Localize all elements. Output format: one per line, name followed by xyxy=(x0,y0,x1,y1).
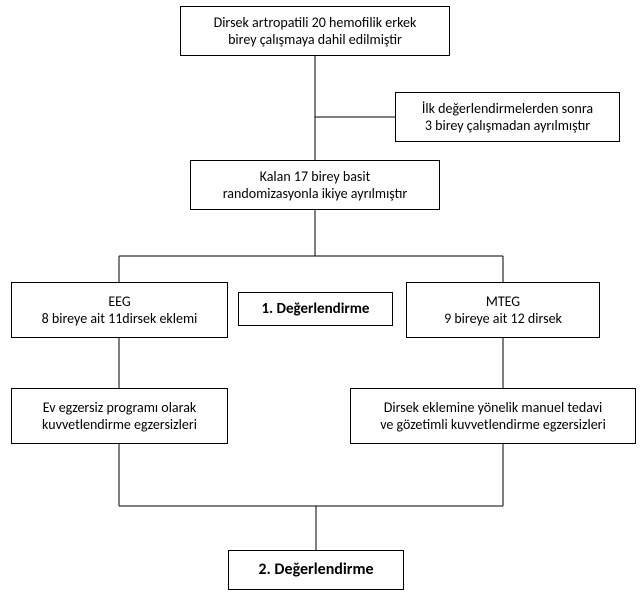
node-text: Dirsek artropatili 20 hemofilik erkek xyxy=(214,14,417,32)
node-text: birey çalışmaya dahil edilmiştir xyxy=(228,31,402,49)
node-text: EEG xyxy=(108,293,130,311)
node-text: ve gözetimli kuvvetlendirme egzersizleri xyxy=(380,416,606,434)
flow-node-n5: 1. Değerlendirme xyxy=(238,292,393,326)
node-text: 8 bireye ait 11dirsek eklemi xyxy=(42,310,198,328)
node-text: 1. Değerlendirme xyxy=(262,300,370,319)
node-text: Kalan 17 birey basit xyxy=(260,168,371,186)
flow-node-n1: Dirsek artropatili 20 hemofilik erkekbir… xyxy=(180,6,450,56)
flow-node-n9: 2. Değerlendirme xyxy=(228,550,404,590)
node-text: 2. Değerlendirme xyxy=(258,560,373,580)
node-text: 3 birey çalışmadan ayrılmıştır xyxy=(425,117,590,135)
flow-node-n6: MTEG9 bireye ait 12 dirsek xyxy=(406,282,600,338)
flow-node-n4: EEG8 bireye ait 11dirsek eklemi xyxy=(11,282,228,338)
node-text: MTEG xyxy=(486,293,520,311)
node-text: 9 bireye ait 12 dirsek xyxy=(444,310,562,328)
flow-node-n3: Kalan 17 birey basitrandomizasyonla ikiy… xyxy=(190,160,440,210)
flow-node-n2: İlk değerlendirmelerden sonra3 birey çal… xyxy=(395,92,620,142)
node-text: Ev egzersiz programı olarak xyxy=(43,399,197,417)
node-text: kuvvetlendirme egzersizleri xyxy=(42,416,197,434)
node-text: İlk değerlendirmelerden sonra xyxy=(422,100,593,118)
node-text: Dirsek eklemine yönelik manuel tedavi xyxy=(384,399,602,417)
flow-node-n7: Ev egzersiz programı olarakkuvvetlendirm… xyxy=(11,388,228,444)
flow-node-n8: Dirsek eklemine yönelik manuel tedavive … xyxy=(350,388,636,444)
node-text: randomizasyonla ikiye ayrılmıştır xyxy=(223,185,408,203)
